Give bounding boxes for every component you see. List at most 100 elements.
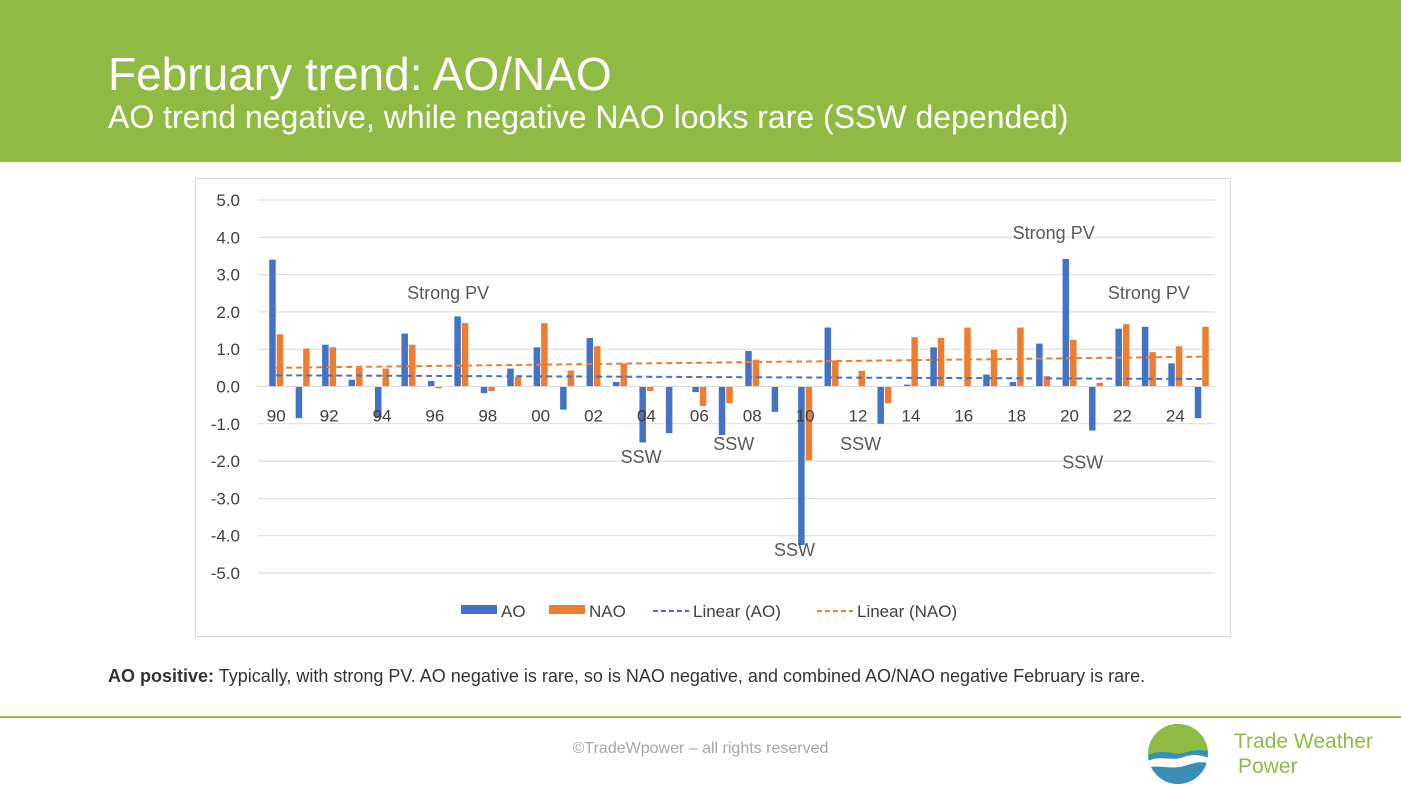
legend-label: Linear (NAO): [857, 602, 957, 621]
y-tick-label: 0.0: [216, 378, 240, 397]
bar-ao: [903, 384, 911, 387]
annotation-label: SSW: [621, 447, 662, 467]
x-tick-label: 06: [690, 407, 709, 426]
note-bold-label: AO positive:: [108, 666, 215, 686]
bar-ao: [877, 386, 884, 424]
legend-label: NAO: [589, 602, 626, 621]
bar-ao: [1036, 343, 1043, 387]
annotation-label: SSW: [1062, 453, 1103, 473]
x-tick-label: 16: [954, 407, 973, 426]
chart-frame: 5.0 4.0 3.0 2.0 1.0 0.0 -1.0 -2.0 -3.0 -4.0 -5.0 90…: [195, 178, 1231, 637]
x-tick-label: 92: [320, 407, 339, 426]
bar-ao: [295, 386, 303, 419]
y-tick-label: 2.0: [216, 303, 240, 322]
bar-ao: [560, 386, 567, 410]
x-tick-label: 12: [849, 407, 868, 426]
bar-ao: [322, 344, 329, 387]
trendline-linear-nao: [276, 355, 1202, 369]
legend-label: AO: [501, 602, 526, 621]
bar-ao: [269, 259, 276, 387]
bar-ao: [1089, 386, 1096, 431]
bar-ao: [427, 380, 435, 387]
bar-nao: [1043, 376, 1051, 387]
bar-nao: [1122, 324, 1130, 387]
x-tick-label: 00: [531, 407, 550, 426]
bar-nao: [1070, 339, 1077, 387]
bar-ao: [1062, 258, 1070, 387]
bar-ao: [1009, 382, 1017, 387]
y-tick-label: -3.0: [211, 489, 240, 508]
x-tick-label: 94: [373, 407, 392, 426]
x-tick-label: 08: [743, 407, 762, 426]
page-subtitle: AO trend negative, while negative NAO lo…: [108, 99, 1069, 135]
bar-nao: [435, 386, 442, 389]
footer-divider: [0, 716, 1401, 718]
bar-nao: [1175, 346, 1183, 387]
x-tick-label: 04: [637, 407, 656, 426]
annotation-label: SSW: [840, 434, 881, 454]
trendline-linear-ao: [276, 374, 1202, 381]
x-tick-label: 22: [1113, 407, 1132, 426]
bar-nao: [1017, 327, 1024, 387]
y-tick-label: 5.0: [216, 191, 240, 210]
bar-nao: [567, 370, 575, 387]
bar-ao: [1141, 326, 1149, 387]
annotation-label: Strong PV: [1108, 283, 1190, 303]
bar-ao: [771, 386, 779, 412]
bar-nao: [329, 347, 337, 387]
x-tick-label: 10: [796, 407, 815, 426]
bar-ao: [375, 386, 382, 419]
y-tick-label: -5.0: [211, 564, 240, 583]
bar-nao: [805, 386, 813, 461]
x-tick-label: 24: [1166, 407, 1185, 426]
bar-ao: [480, 386, 488, 394]
bar-nao: [990, 349, 998, 387]
bar-ao: [533, 347, 541, 387]
x-tick-label: 20: [1060, 407, 1079, 426]
bar-ao: [639, 386, 646, 443]
page-title: February trend: AO/NAO: [108, 48, 612, 100]
bar-nao: [911, 337, 918, 387]
bar-ao: [454, 316, 461, 387]
bar-nao: [356, 367, 363, 387]
x-tick-label: 18: [1007, 407, 1026, 426]
bar-ao: [798, 386, 805, 546]
header-banner: February trend: AO/NAO AO trend negative…: [0, 0, 1401, 162]
annotation-label: Strong PV: [407, 283, 489, 303]
bar-ao: [507, 368, 514, 387]
y-tick-label: 4.0: [216, 228, 240, 247]
bar-ao: [983, 374, 990, 387]
bar-nao: [1149, 352, 1156, 387]
bar-ao: [745, 351, 752, 387]
brand-name: Trade Weather Power: [1234, 729, 1373, 779]
bar-nao: [884, 386, 892, 404]
bar-nao: [620, 363, 627, 387]
bar-ao: [613, 382, 620, 387]
annotation-label: SSW: [713, 434, 754, 454]
note-body: Typically, with strong PV. AO negative i…: [214, 666, 1146, 686]
bar-ao: [718, 386, 726, 435]
bar-ao: [665, 386, 673, 434]
bar-ao: [692, 386, 699, 393]
legend-swatch-ao: [461, 605, 497, 614]
bar-nao: [514, 377, 522, 387]
annotation-label: SSW: [774, 540, 815, 560]
bar-nao: [964, 327, 971, 387]
bar-nao: [541, 323, 548, 387]
bar-ao: [401, 333, 408, 387]
x-tick-label: 14: [901, 407, 920, 426]
bar-nao: [1096, 382, 1103, 387]
y-tick-label: -1.0: [211, 415, 240, 434]
bar-nao: [726, 386, 733, 404]
bar-nao: [937, 338, 945, 387]
bar-nao: [276, 334, 284, 387]
brand-line-1: Trade Weather: [1234, 730, 1373, 753]
x-tick-label: 98: [478, 407, 497, 426]
bar-nao: [461, 323, 469, 387]
ao-nao-bar-chart: 5.0 4.0 3.0 2.0 1.0 0.0 -1.0 -2.0 -3.0 -4.0 -5.0 90…: [211, 191, 1215, 621]
bar-ao: [586, 338, 594, 387]
y-tick-label: -2.0: [211, 452, 240, 471]
copyright-footer: ©TradeWpower – all rights reserved: [572, 740, 829, 757]
bar-nao: [382, 368, 389, 387]
legend-swatch-nao: [549, 605, 585, 614]
